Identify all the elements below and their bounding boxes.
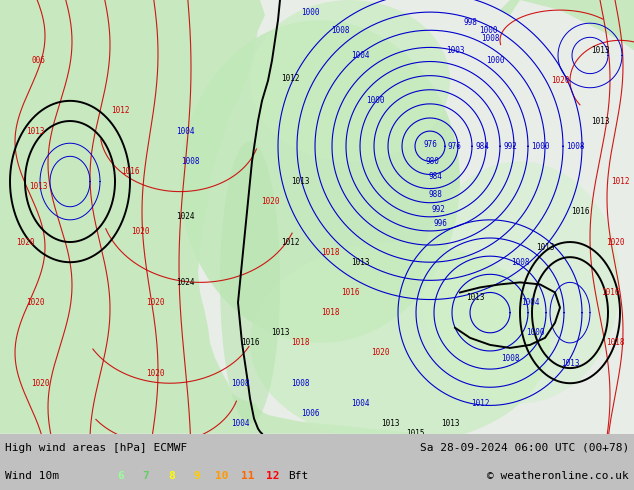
Text: 992: 992	[503, 142, 517, 151]
Text: 1008: 1008	[291, 379, 309, 388]
Ellipse shape	[180, 20, 460, 343]
Text: 1012: 1012	[281, 238, 299, 246]
Text: 1020: 1020	[146, 298, 164, 307]
Text: 1018: 1018	[605, 339, 624, 347]
Text: 1013: 1013	[536, 243, 554, 251]
Text: 1012: 1012	[611, 177, 630, 186]
Text: Wind 10m: Wind 10m	[5, 471, 59, 481]
Text: 976: 976	[448, 142, 462, 151]
Polygon shape	[0, 0, 634, 434]
Text: 1024: 1024	[176, 212, 194, 221]
Text: 1018: 1018	[321, 308, 339, 317]
Text: 1013: 1013	[381, 419, 399, 428]
Text: 1008: 1008	[501, 353, 519, 363]
Ellipse shape	[250, 0, 450, 161]
Text: 10: 10	[215, 471, 229, 481]
Text: 1013: 1013	[29, 182, 48, 191]
Text: 1004: 1004	[231, 419, 249, 428]
Text: 998: 998	[463, 18, 477, 26]
Text: 1020: 1020	[551, 76, 569, 85]
Text: 996: 996	[433, 220, 447, 228]
Text: 1020: 1020	[131, 227, 149, 237]
Text: 984: 984	[428, 172, 442, 181]
Text: 1015: 1015	[406, 429, 424, 438]
Text: 1013: 1013	[466, 293, 484, 302]
Text: © weatheronline.co.uk: © weatheronline.co.uk	[487, 471, 629, 481]
Text: 1000: 1000	[366, 97, 384, 105]
Text: 1013: 1013	[591, 117, 609, 125]
Text: 1020: 1020	[16, 238, 34, 246]
Text: 1008: 1008	[511, 258, 529, 267]
Text: 9: 9	[193, 471, 200, 481]
Text: 1016: 1016	[601, 288, 619, 297]
Text: 1018: 1018	[291, 339, 309, 347]
Text: 1013: 1013	[291, 177, 309, 186]
Text: Bft: Bft	[288, 471, 308, 481]
Text: 1000: 1000	[479, 26, 497, 35]
Text: Sa 28-09-2024 06:00 UTC (00+78): Sa 28-09-2024 06:00 UTC (00+78)	[420, 443, 629, 453]
Ellipse shape	[250, 242, 550, 444]
Text: 1006: 1006	[301, 409, 320, 418]
Text: 6: 6	[117, 471, 124, 481]
Text: 1003: 1003	[446, 46, 464, 55]
Text: 1008: 1008	[181, 157, 199, 166]
Text: 1020: 1020	[31, 379, 49, 388]
Text: 1013: 1013	[591, 46, 609, 55]
Text: 006: 006	[31, 56, 45, 65]
Text: 1020: 1020	[26, 298, 44, 307]
Text: 1008: 1008	[566, 142, 585, 151]
Text: 984: 984	[475, 142, 489, 151]
Text: 1000: 1000	[531, 142, 550, 151]
Text: 1024: 1024	[176, 278, 194, 287]
Text: 1004: 1004	[351, 399, 369, 408]
Text: 12: 12	[266, 471, 280, 481]
Text: 1013: 1013	[441, 419, 459, 428]
Text: 1013: 1013	[351, 258, 369, 267]
Text: 7: 7	[143, 471, 149, 481]
Ellipse shape	[220, 141, 280, 423]
Text: 992: 992	[431, 205, 445, 214]
Text: 988: 988	[428, 190, 442, 199]
Text: 11: 11	[240, 471, 254, 481]
Text: 1020: 1020	[146, 368, 164, 378]
Text: 1008: 1008	[331, 26, 349, 35]
Text: 1004: 1004	[521, 298, 540, 307]
Ellipse shape	[420, 161, 620, 403]
Text: 1020: 1020	[605, 238, 624, 246]
Text: 1013: 1013	[560, 359, 579, 368]
Text: 1012: 1012	[111, 106, 129, 116]
Text: 1000: 1000	[486, 56, 504, 65]
Polygon shape	[500, 0, 634, 50]
Polygon shape	[0, 0, 155, 111]
Text: 1008: 1008	[481, 34, 499, 43]
Text: 1016: 1016	[120, 167, 139, 176]
Text: 1016: 1016	[241, 339, 259, 347]
Text: 1008: 1008	[231, 379, 249, 388]
Text: 1013: 1013	[26, 126, 44, 136]
Text: 1016: 1016	[571, 207, 589, 216]
Text: 1016: 1016	[340, 288, 359, 297]
Text: 1018: 1018	[321, 247, 339, 257]
Text: 980: 980	[425, 157, 439, 166]
Text: High wind areas [hPa] ECMWF: High wind areas [hPa] ECMWF	[5, 443, 187, 453]
Text: 8: 8	[168, 471, 174, 481]
Text: 1013: 1013	[271, 328, 289, 337]
Text: 1012: 1012	[471, 399, 489, 408]
Text: 1000: 1000	[526, 328, 544, 337]
Text: 1004: 1004	[176, 126, 194, 136]
Text: 976: 976	[423, 140, 437, 148]
Text: 1020: 1020	[261, 197, 279, 206]
Text: 1012: 1012	[281, 74, 299, 83]
Text: 1000: 1000	[301, 8, 320, 17]
Text: 1004: 1004	[351, 51, 369, 60]
Text: 1020: 1020	[371, 348, 389, 358]
